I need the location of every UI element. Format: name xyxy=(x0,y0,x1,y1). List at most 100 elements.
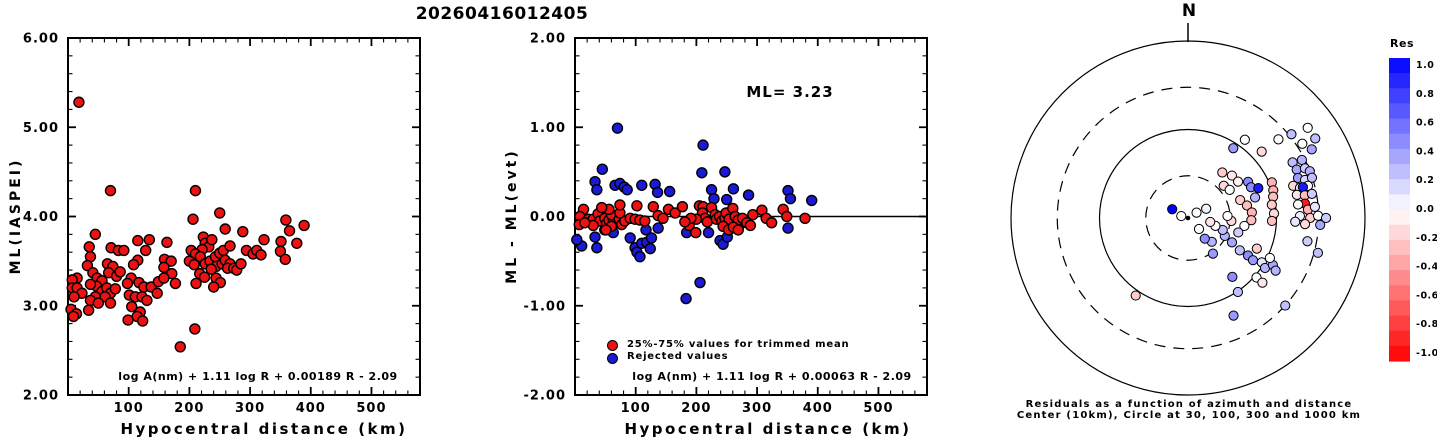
middle-plot-series-0-point xyxy=(571,234,583,246)
middle-plot-series-0-point xyxy=(663,185,676,198)
middle-plot-series-1 xyxy=(573,199,811,239)
ml-vs-distance-x-tick-label: 400 xyxy=(296,401,326,416)
middle-plot-series-0-point xyxy=(696,167,708,179)
residuals-vs-distance-axes: 100 200 300 400 500 -2.00 -1.00 0.00 1.00 2.00 xyxy=(524,32,928,416)
middle-plot-series-1-point xyxy=(747,209,759,221)
colorbar-title: Res xyxy=(1390,37,1414,50)
legend-label-trimmed-mean: 25%-75% values for trimmed mean xyxy=(627,339,850,350)
colorbar-tick-label: 0.6 xyxy=(1416,118,1434,129)
middle-plot-series-1-point xyxy=(647,200,659,213)
polar-residual-point xyxy=(1233,227,1244,238)
left-plot-points-point xyxy=(68,291,80,303)
polar-residual-point xyxy=(1228,143,1239,154)
polar-center-dot xyxy=(1185,215,1191,221)
middle-plot-series-0-point xyxy=(721,193,733,206)
middle-plot-series-1-point xyxy=(657,212,669,224)
colorbar-tick-label: 0.2 xyxy=(1416,175,1434,186)
middle-plot-series-1-point xyxy=(781,210,793,223)
polar-residual-point xyxy=(1310,133,1321,144)
ml-vs-distance-x-tick-label: 100 xyxy=(114,401,144,416)
polar-residual-point xyxy=(1239,134,1250,145)
left-plot-points-point xyxy=(206,234,218,246)
middle-plot-y-axis-label: ML - ML(evt) xyxy=(504,148,520,284)
residuals-vs-distance-x-tick-label: 500 xyxy=(863,401,893,416)
left-plot-points-point xyxy=(165,255,177,267)
polar-residual-point xyxy=(1249,192,1261,203)
polar-residual-point xyxy=(1232,176,1244,187)
middle-plot-series-0-point xyxy=(719,166,731,178)
ml-vs-distance-axes: 100 200 300 400 500 2.00 3.00 4.00 5.00 6.00 xyxy=(23,32,421,416)
polar-residual-point xyxy=(1205,216,1216,228)
colorbar-band xyxy=(1389,300,1410,317)
ml-vs-distance-x-tick-label: 200 xyxy=(174,401,204,416)
polar-residual-point xyxy=(1130,290,1141,301)
middle-plot-series-1-point xyxy=(614,199,626,211)
left-plot-points-point xyxy=(158,261,170,274)
left-plot-points-point xyxy=(174,341,186,353)
left-plot-points-point xyxy=(207,281,220,293)
left-plot-points-point xyxy=(73,96,85,108)
left-plot-points-point xyxy=(109,283,122,295)
middle-plot-series-1-point xyxy=(744,219,757,232)
polar-residual-point xyxy=(1226,170,1238,181)
colorbar-tick-label: 0.4 xyxy=(1416,146,1434,157)
left-plot-points-point xyxy=(274,245,287,258)
middle-plot-series-1-point xyxy=(600,224,612,236)
middle-plot-series-1-point xyxy=(631,200,643,212)
legend-marker-rejected xyxy=(607,352,618,364)
left-plot-y-axis-label: ML(IASPEI) xyxy=(8,157,24,275)
residuals-vs-distance-y-tick-label: 0.00 xyxy=(530,210,566,225)
left-plot-points-point xyxy=(141,294,153,307)
colorbar-band xyxy=(1389,315,1410,332)
left-plot-points-point xyxy=(104,184,117,197)
polar-residual-point xyxy=(1299,219,1311,230)
middle-plot-series-0-point xyxy=(782,222,794,234)
colorbar-band xyxy=(1389,133,1410,150)
ml-vs-distance-y-tick-label: 4.00 xyxy=(23,210,59,225)
residuals-vs-distance-x-tick-label: 300 xyxy=(742,401,772,416)
colorbar-tick-label: -1.0 xyxy=(1416,348,1437,359)
polar-residual-point xyxy=(1239,220,1250,232)
colorbar-band xyxy=(1389,209,1410,226)
left-plot-points-point xyxy=(189,184,202,197)
ml-value-annotation: ML= 3.23 xyxy=(746,83,834,101)
polar-residual-point xyxy=(1273,134,1284,145)
left-plot-points-point xyxy=(161,236,173,249)
residuals-vs-distance-y-tick-label: -2.00 xyxy=(524,389,566,404)
middle-plot-series-0-point xyxy=(634,250,646,263)
polar-residual-point xyxy=(1224,184,1235,195)
polar-residual-point xyxy=(1266,215,1278,227)
left-plot-points-point xyxy=(255,249,267,261)
colorbar-band xyxy=(1389,179,1410,195)
residuals-vs-distance-y-tick-label: -1.00 xyxy=(524,299,566,314)
polar-residual-point xyxy=(1306,172,1318,183)
left-plot-points-point xyxy=(126,300,138,313)
colorbar-tick-label: -0.6 xyxy=(1416,290,1437,301)
middle-plot-series-1-point xyxy=(596,201,608,214)
polar-residual-point xyxy=(1228,310,1239,321)
left-plot-points-point xyxy=(219,223,231,235)
middle-plot-series-0-point xyxy=(591,242,603,254)
middle-plot-series-0-point xyxy=(694,276,706,289)
middle-plot-series-0-point xyxy=(805,194,818,207)
colorbar-band xyxy=(1389,164,1410,180)
left-plot-points-point xyxy=(298,219,310,232)
ml-vs-distance-y-tick-label: 3.00 xyxy=(23,299,59,314)
polar-residual-point xyxy=(1306,188,1318,200)
left-plot-points-point xyxy=(189,323,201,335)
ml-vs-distance-y-tick-label: 2.00 xyxy=(23,389,59,404)
residuals-vs-distance-y-tick-label: 1.00 xyxy=(530,121,566,136)
polar-residual-point xyxy=(1191,207,1202,218)
colorbar-tick-label: 1.0 xyxy=(1416,60,1434,71)
left-plot-points-point xyxy=(118,244,130,257)
polar-residual-point xyxy=(1315,219,1326,231)
colorbar-band xyxy=(1389,285,1410,301)
left-plot-points-point xyxy=(275,235,287,248)
polar-residual-point xyxy=(1241,200,1253,211)
left-plot-points-point xyxy=(67,310,80,323)
left-plot-points-point xyxy=(169,277,182,290)
middle-plot-series-0-point xyxy=(645,232,658,244)
middle-plot-series-0-point xyxy=(621,184,633,196)
middle-plot-series-0-point xyxy=(596,163,609,175)
